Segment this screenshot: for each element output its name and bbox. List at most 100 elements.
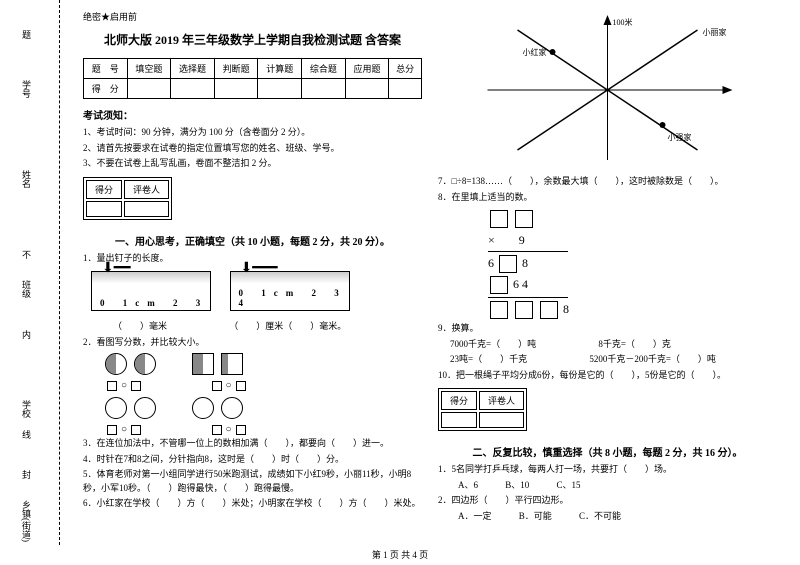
comp-row-1: ○ ○: [103, 380, 422, 391]
square-icon: [192, 353, 214, 375]
calc-line: [488, 251, 568, 252]
direction-diagram: 100米 小丽家 小红家 小强家: [438, 10, 777, 170]
p2q1: 1．5名同学打乒乓球，每两人打一场，共要打（ ）场。: [438, 463, 777, 477]
opt-a[interactable]: A．一定: [458, 511, 492, 521]
blank-box[interactable]: [107, 381, 117, 391]
scorebox-score: 得分: [86, 180, 122, 199]
notice-title: 考试须知：: [83, 107, 422, 122]
cell[interactable]: [345, 79, 389, 99]
comp-row-2: ○ ○: [103, 424, 422, 435]
cell[interactable]: [258, 79, 302, 99]
opt-c[interactable]: C、15: [557, 480, 581, 490]
p2q2: 2．四边形（ ）平行四边形。: [438, 494, 777, 508]
q9-row1: 7000千克=（ ）吨 8千克=（ ）克: [438, 338, 777, 352]
label-s: 小强家: [668, 132, 692, 142]
vertical-calc: × 9 6 8 6 4 8: [438, 210, 777, 319]
cell: 综合题: [302, 59, 346, 79]
circle-icon: [105, 353, 127, 375]
circle-icon: [221, 397, 243, 419]
part1-title: 一、用心思考，正确填空（共 10 小题，每题 2 分，共 20 分）。: [83, 233, 422, 248]
scorebox-blank[interactable]: [479, 412, 524, 428]
cell: 应用题: [345, 59, 389, 79]
nail-icon: ⬇━━━: [241, 260, 278, 277]
cell: 总分: [389, 59, 422, 79]
blank-box[interactable]: [236, 381, 246, 391]
blank-box[interactable]: [490, 301, 508, 319]
q7: 7．□÷8=138……（ ），余数最大填（ ），这时被除数是（ ）。: [438, 175, 777, 189]
q2: 2．看图写分数，并比较大小。: [83, 336, 422, 350]
q1-answer: （ ）毫米 （ ）厘米（ ）毫米。: [83, 320, 422, 334]
q4: 4．时针在7和8之间，分针指向8，这时是（ ）时（ ）分。: [83, 453, 422, 467]
opt-b[interactable]: B．可能: [519, 511, 552, 521]
cell[interactable]: [389, 79, 422, 99]
blank-box[interactable]: [499, 255, 517, 273]
q9b: 8千克=（ ）克: [598, 339, 671, 349]
label-e: 小丽家: [703, 27, 727, 37]
q6: 6．小红家在学校（ ）方（ ）米处；小明家在学校（ ）方（ ）米处。: [83, 497, 422, 511]
cell: 题 号: [84, 59, 128, 79]
opt-c[interactable]: C．不可能: [579, 511, 621, 521]
fraction-row-2: [103, 395, 422, 424]
scorebox-blank[interactable]: [441, 412, 477, 428]
part2-title: 二、反复比较，慎重选择（共 8 小题，每题 2 分，共 16 分）。: [438, 444, 777, 459]
calc-line: [488, 297, 568, 298]
cell[interactable]: [171, 79, 215, 99]
blank-box[interactable]: [131, 381, 141, 391]
ruler-1: ⬇━━ 0 1cm 2 3: [91, 271, 211, 311]
margin-dash-bu: 不: [20, 250, 33, 259]
right-column: 100米 小丽家 小红家 小强家 7．□÷8=138……（ ），余数最大填（ ）…: [430, 10, 785, 535]
margin-township: 乡镇(街道): [20, 500, 33, 542]
ans-1b: （ ）厘米（ ）毫米。: [229, 321, 346, 331]
circle-icon: [105, 397, 127, 419]
cell: 得 分: [84, 79, 128, 99]
times-sign: ×: [488, 233, 495, 247]
notice-1: 1、考试时间：90 分钟，满分为 100 分（含卷面分 2 分）。: [83, 126, 422, 140]
q9d: 5200千克－200千克=（ ）吨: [589, 354, 716, 364]
digit-8: 8: [522, 256, 528, 270]
q9a: 7000千克=（ ）吨: [450, 339, 536, 349]
blank-box[interactable]: [515, 210, 533, 228]
content-area: 绝密★启用前 北师大版 2019 年三年级数学上学期自我检测试题 含答案 题 号…: [60, 0, 800, 545]
q5: 5．体育老师对第一小组同学进行50米跑测试，成绩如下小红9秒，小丽11秒，小明8…: [83, 468, 422, 495]
blank-box[interactable]: [490, 276, 508, 294]
margin-school: 学校: [20, 400, 33, 418]
margin-dash-ti: 题: [20, 30, 33, 39]
page-footer: 第 1 页 共 4 页: [0, 548, 800, 561]
q9: 9．换算。: [438, 322, 777, 336]
q3: 3．在连位加法中，不管哪一位上的数相加满（ ），都要向（ ）进一。: [83, 437, 422, 451]
scorebox-marker: 评卷人: [479, 391, 524, 410]
p2q1-options: A、6 B、10 C、15: [458, 479, 777, 493]
blank-box[interactable]: [540, 301, 558, 319]
cell: 选择题: [171, 59, 215, 79]
margin-id: 学号: [20, 80, 33, 98]
blank-box[interactable]: [490, 210, 508, 228]
nail-icon: ⬇━━: [102, 260, 131, 277]
page: 乡镇(街道) 封 学校 线 内 班级 不 姓名 学号 题 绝密★启用前 北师大版…: [0, 0, 800, 545]
label-w: 小红家: [523, 47, 547, 57]
scorebox-marker: 评卷人: [124, 180, 169, 199]
blank-box[interactable]: [212, 425, 222, 435]
cell[interactable]: [302, 79, 346, 99]
blank-box[interactable]: [212, 381, 222, 391]
scorebox-blank[interactable]: [124, 201, 169, 217]
q9-row2: 23吨=（ ）千克 5200千克－200千克=（ ）吨: [438, 353, 777, 367]
cell: 填空题: [127, 59, 171, 79]
ruler-2: ⬇━━━ 0 1cm 2 3 4: [230, 271, 350, 311]
blank-box[interactable]: [107, 425, 117, 435]
cell[interactable]: [127, 79, 171, 99]
binding-margin: 乡镇(街道) 封 学校 线 内 班级 不 姓名 学号 题: [0, 0, 60, 545]
cell: 判断题: [214, 59, 258, 79]
digit-9: 9: [519, 233, 525, 247]
cell[interactable]: [214, 79, 258, 99]
opt-b[interactable]: B、10: [505, 480, 529, 490]
table-row: 得 分: [84, 79, 422, 99]
blank-box[interactable]: [515, 301, 533, 319]
scorebox-blank[interactable]: [86, 201, 122, 217]
margin-class: 班级: [20, 280, 33, 298]
opt-a[interactable]: A、6: [458, 480, 478, 490]
margin-dash-xian: 线: [20, 430, 33, 439]
score-table: 题 号 填空题 选择题 判断题 计算题 综合题 应用题 总分 得 分: [83, 58, 422, 99]
blank-box[interactable]: [131, 425, 141, 435]
p2q2-options: A．一定 B．可能 C．不可能: [458, 510, 777, 524]
blank-box[interactable]: [236, 425, 246, 435]
